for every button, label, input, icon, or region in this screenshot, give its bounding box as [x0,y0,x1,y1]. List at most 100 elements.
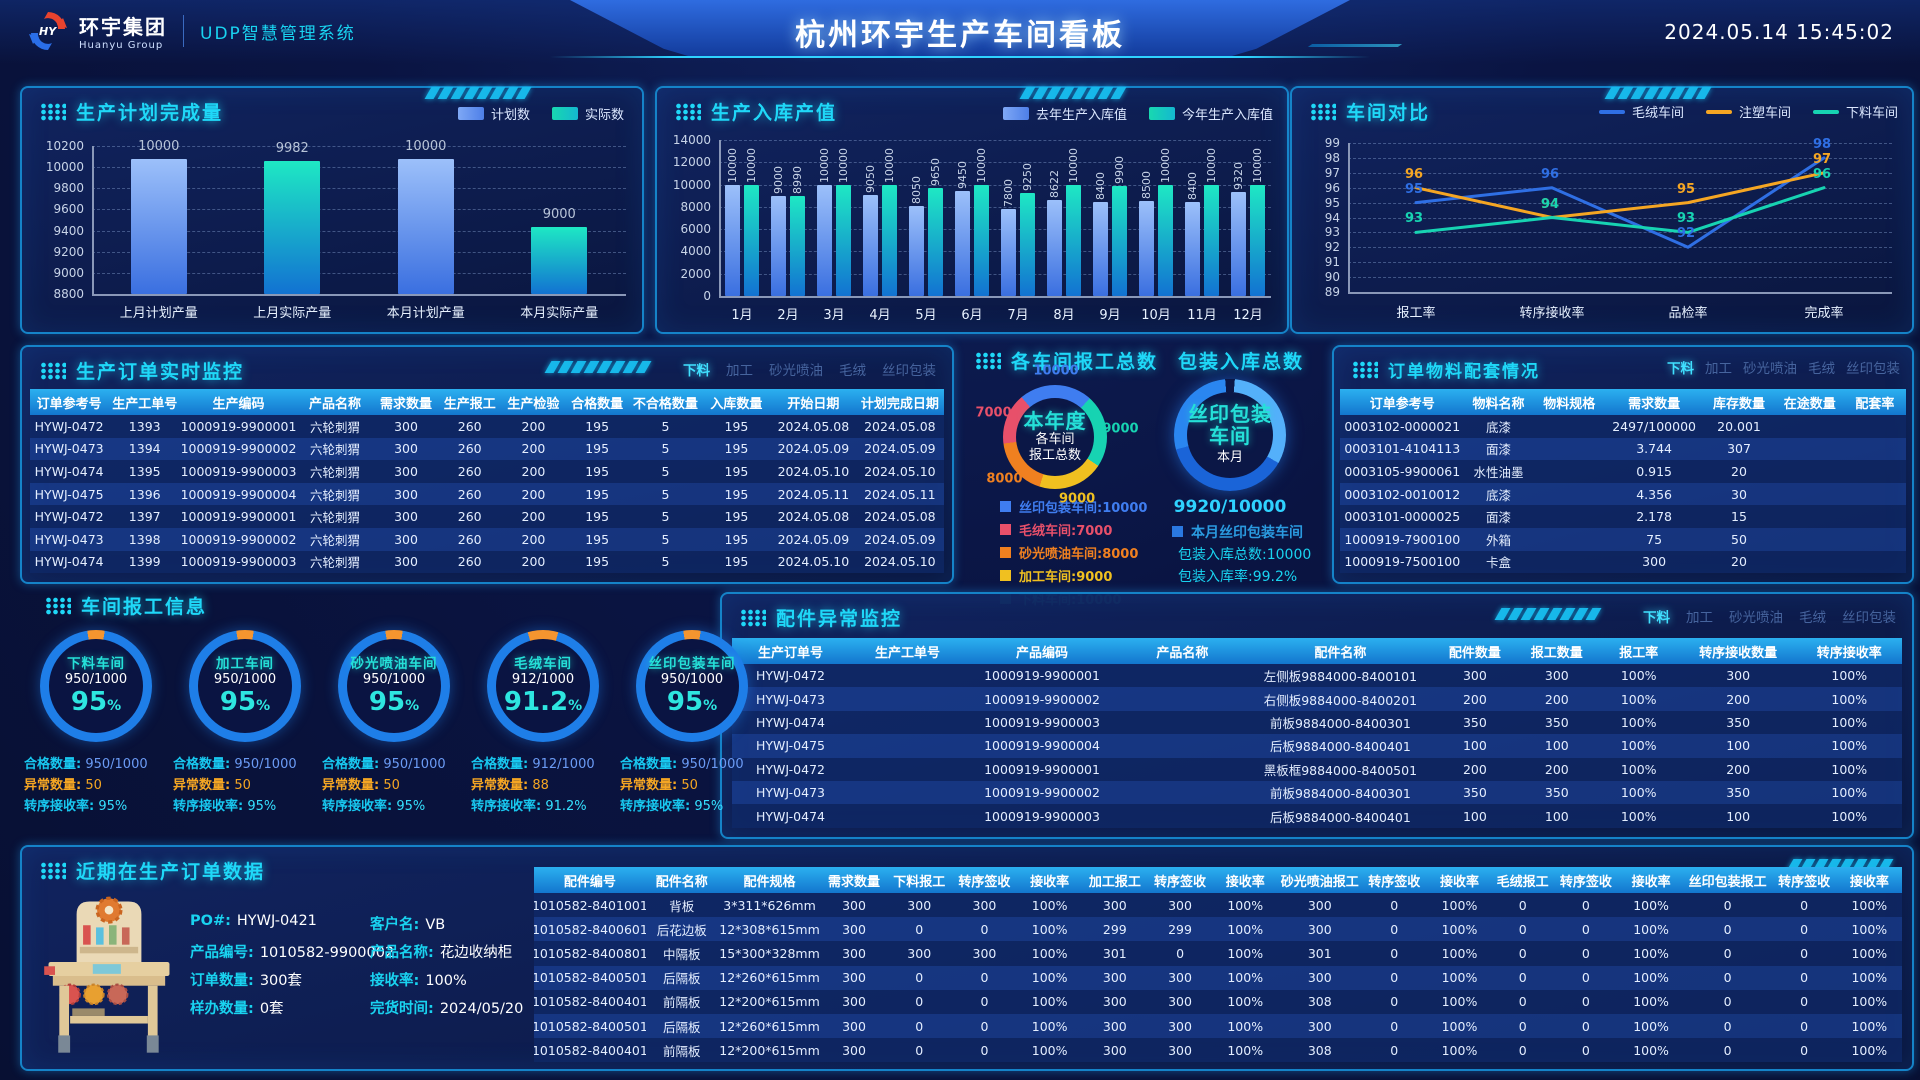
table-row: HYWJ-0474 1399 1000919-9900003 六轮刺猬 300 260 20… [30,550,944,574]
legend-swatch [1000,547,1011,558]
table-cell [1118,758,1247,781]
gauge-name: 砂光喷油车间 [350,656,438,673]
table-cell: 0 [1518,970,1527,986]
grid-dots-icon [40,861,66,880]
table-cell: 2024.05.11 [777,486,850,502]
table-cell: 350 [1726,785,1751,801]
info-label: 完货时间: [370,1001,434,1017]
y-tick-label: 10000 [45,160,84,175]
table-cell: 12*200*615mm [719,1042,820,1058]
bar-2月-去年生产入库值 [771,195,786,296]
gauge-砂光喷油车间: 砂光喷油车间 950/1000 95% 合格数量: 950/1000 异常数量: 50 转… [322,630,470,815]
table-cell: 300 [972,945,997,961]
bar-8月-去年生产入库值 [1047,199,1062,296]
header-cell: 开始日期 [787,396,840,412]
header-cell: 产品编码 [1016,645,1069,661]
bar-1月-今年生产入库值 [744,184,759,296]
y-tick-label: 97 [1324,165,1340,180]
gridline [1348,247,1892,249]
table-cell: 299 [1102,921,1127,937]
table-cell: 12*308*615mm [719,921,820,937]
gauge-percent: 95% [219,686,271,717]
header-cell: 加工报工 [1088,874,1141,890]
tab-下料[interactable]: 下料 [1643,610,1670,626]
table-cell: HYWJ-0473 [756,785,825,801]
y-tick-label: 9000 [53,265,84,280]
bar-value-label: 10000 [745,147,758,183]
gauge-毛绒车间: 毛绒车间 912/1000 91.2% 合格数量: 912/1000 异常数量: 88 转… [471,630,619,815]
table-cell: 200 [1544,691,1569,707]
donut-center-title: 车间 [1209,424,1251,449]
grid-dots-icon [1352,360,1378,379]
table-cell: 100% [1227,1018,1264,1034]
table-cell: 100% [1441,970,1478,986]
table-cell: 4.356 [1636,486,1672,502]
table-cell: 100% [1831,738,1868,754]
tab-加工[interactable]: 加工 [726,363,753,379]
tab-砂光喷油[interactable]: 砂光喷油 [1729,610,1783,626]
grid-dots-icon [740,608,766,627]
bar-12月-去年生产入库值 [1231,192,1246,296]
tab-下料[interactable]: 下料 [1667,361,1694,377]
y-tick-label: 9800 [53,181,84,196]
table-cell: 300 [1726,668,1751,684]
table-cell: 2.178 [1636,509,1672,525]
panel-title: 订单物料配套情况 [1388,362,1540,382]
abnormal-line: 异常数量: 88 [471,778,549,793]
tab-丝印包装[interactable]: 丝印包装 [1846,361,1900,377]
legend-item: 今年生产入库值 [1148,104,1273,123]
table-cell [1532,551,1606,574]
header-cell: 接收率 [1849,874,1889,890]
table-cell: 300 [842,1018,866,1034]
table-row: 1010582-8401001 背板 3*311*626mm 300 300 300 100… [534,893,1902,918]
table-cell: 0 [980,1018,989,1034]
tab-砂光喷油[interactable]: 砂光喷油 [769,363,823,379]
x-tick-label: 上月实际产量 [253,306,332,321]
table-cell: 100% [1620,714,1657,730]
table-row: HYWJ-0473 1000919-9900002 右侧板9884000-84002… [732,687,1902,711]
panel-storage-chart: 生产入库产值 去年生产入库值 今年生产入库值 0 2000 4000 6000 8000 1… [655,86,1289,334]
tab-加工[interactable]: 加工 [1705,361,1732,377]
table-cell: 300 [1168,897,1192,913]
table-cell: 308 [1307,1042,1332,1058]
tab-毛绒[interactable]: 毛绒 [839,363,866,379]
gauge-ring: 丝印包装车间 950/1000 95% [636,630,748,742]
bar-value-label: 8622 [1048,169,1061,198]
table-cell: 0003101-4104113 [1344,441,1461,457]
table-cell: 100% [1227,945,1264,961]
table-cell: 300 [842,1042,866,1058]
table-cell: 20 [1731,554,1747,570]
gridline [719,184,1271,186]
tab-毛绒[interactable]: 毛绒 [1799,610,1826,626]
table-cell: 12*200*615mm [719,994,820,1010]
tab-丝印包装[interactable]: 丝印包装 [1842,610,1896,626]
table-cell: HYWJ-0473 [34,441,104,457]
table-cell: 300 [394,486,418,502]
y-tick-label: 0 [703,289,711,303]
table-cell: 100% [1227,921,1264,937]
grid-dots-icon [40,361,66,380]
header-cell: 转序签收 [958,874,1011,890]
legend-swatch [551,107,578,120]
stripe-deco [635,361,652,373]
tab-下料[interactable]: 下料 [683,363,710,379]
bar-value-label: 10000 [726,147,739,183]
table-cell: 5 [661,509,670,525]
tab-加工[interactable]: 加工 [1686,610,1713,626]
tab-毛绒[interactable]: 毛绒 [1808,361,1835,377]
table-cell: 0 [1518,1018,1527,1034]
table-cell: 300 [1307,1018,1332,1034]
tab-砂光喷油[interactable]: 砂光喷油 [1743,361,1797,377]
table-cell: 299 [1168,921,1192,937]
table-cell: 背板 [669,898,695,914]
bar-value-label: 9450 [956,160,969,189]
header-cell: 接收率 [1631,874,1671,890]
gridline [92,209,626,211]
tab-丝印包装[interactable]: 丝印包装 [882,363,936,379]
header-cell: 生产检验 [507,396,560,412]
table-cell: 2024.05.10 [864,463,936,479]
header-cell: 入库数量 [710,396,763,412]
table-cell: HYWJ-0475 [756,738,825,754]
table-cell: 200 [521,509,546,525]
bar-value-label: 8990 [791,165,804,194]
